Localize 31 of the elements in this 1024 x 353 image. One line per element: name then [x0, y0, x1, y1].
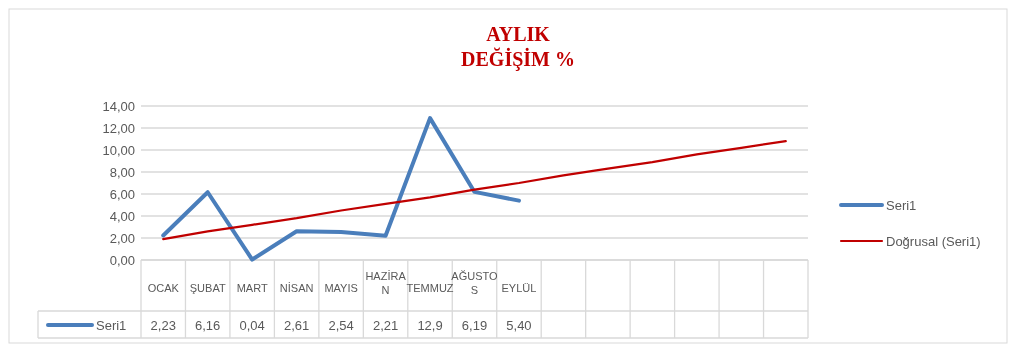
data-label: 5,40 — [506, 317, 532, 333]
x-tick-label: HAZİRAN — [365, 270, 407, 296]
data-label: 12,9 — [417, 317, 443, 333]
legend-label: Seri1 — [96, 317, 127, 333]
data-label: 6,19 — [461, 317, 488, 333]
data-label: 0,04 — [239, 317, 265, 333]
x-tick-label: MART — [236, 282, 268, 294]
x-tick-label: MAYIS — [324, 282, 358, 294]
data-label: 2,21 — [372, 317, 399, 333]
x-tick-label: EYLÜL — [501, 282, 537, 294]
data-label: 6,16 — [195, 317, 221, 333]
data-label: 2,23 — [150, 317, 176, 333]
y-tick-label: 2,00 — [109, 230, 135, 246]
y-tick-label: 8,00 — [109, 164, 135, 180]
x-tick-label: TEMMUZ — [406, 282, 454, 294]
y-tick-label: 0,00 — [109, 252, 135, 268]
y-tick-label: 12,00 — [102, 120, 135, 136]
y-tick-label: 10,00 — [102, 142, 135, 158]
legend-label: Doğrusal (Seri1) — [886, 233, 981, 249]
text: Seri1 — [886, 197, 917, 213]
chart-title: AYLIK DEĞİŞİM % — [461, 23, 575, 71]
data-label: 2,54 — [328, 317, 354, 333]
x-tick-label: OCAK — [147, 282, 180, 294]
line-series — [162, 140, 787, 241]
y-tick-label: 6,00 — [109, 186, 135, 202]
data-label: 2,61 — [283, 317, 310, 333]
x-tick-label: ŞUBAT — [189, 282, 226, 294]
line-series — [161, 116, 521, 262]
x-tick-label: NİSAN — [279, 282, 314, 294]
y-tick-label: 4,00 — [109, 208, 135, 224]
y-tick-label: 14,00 — [102, 98, 135, 114]
